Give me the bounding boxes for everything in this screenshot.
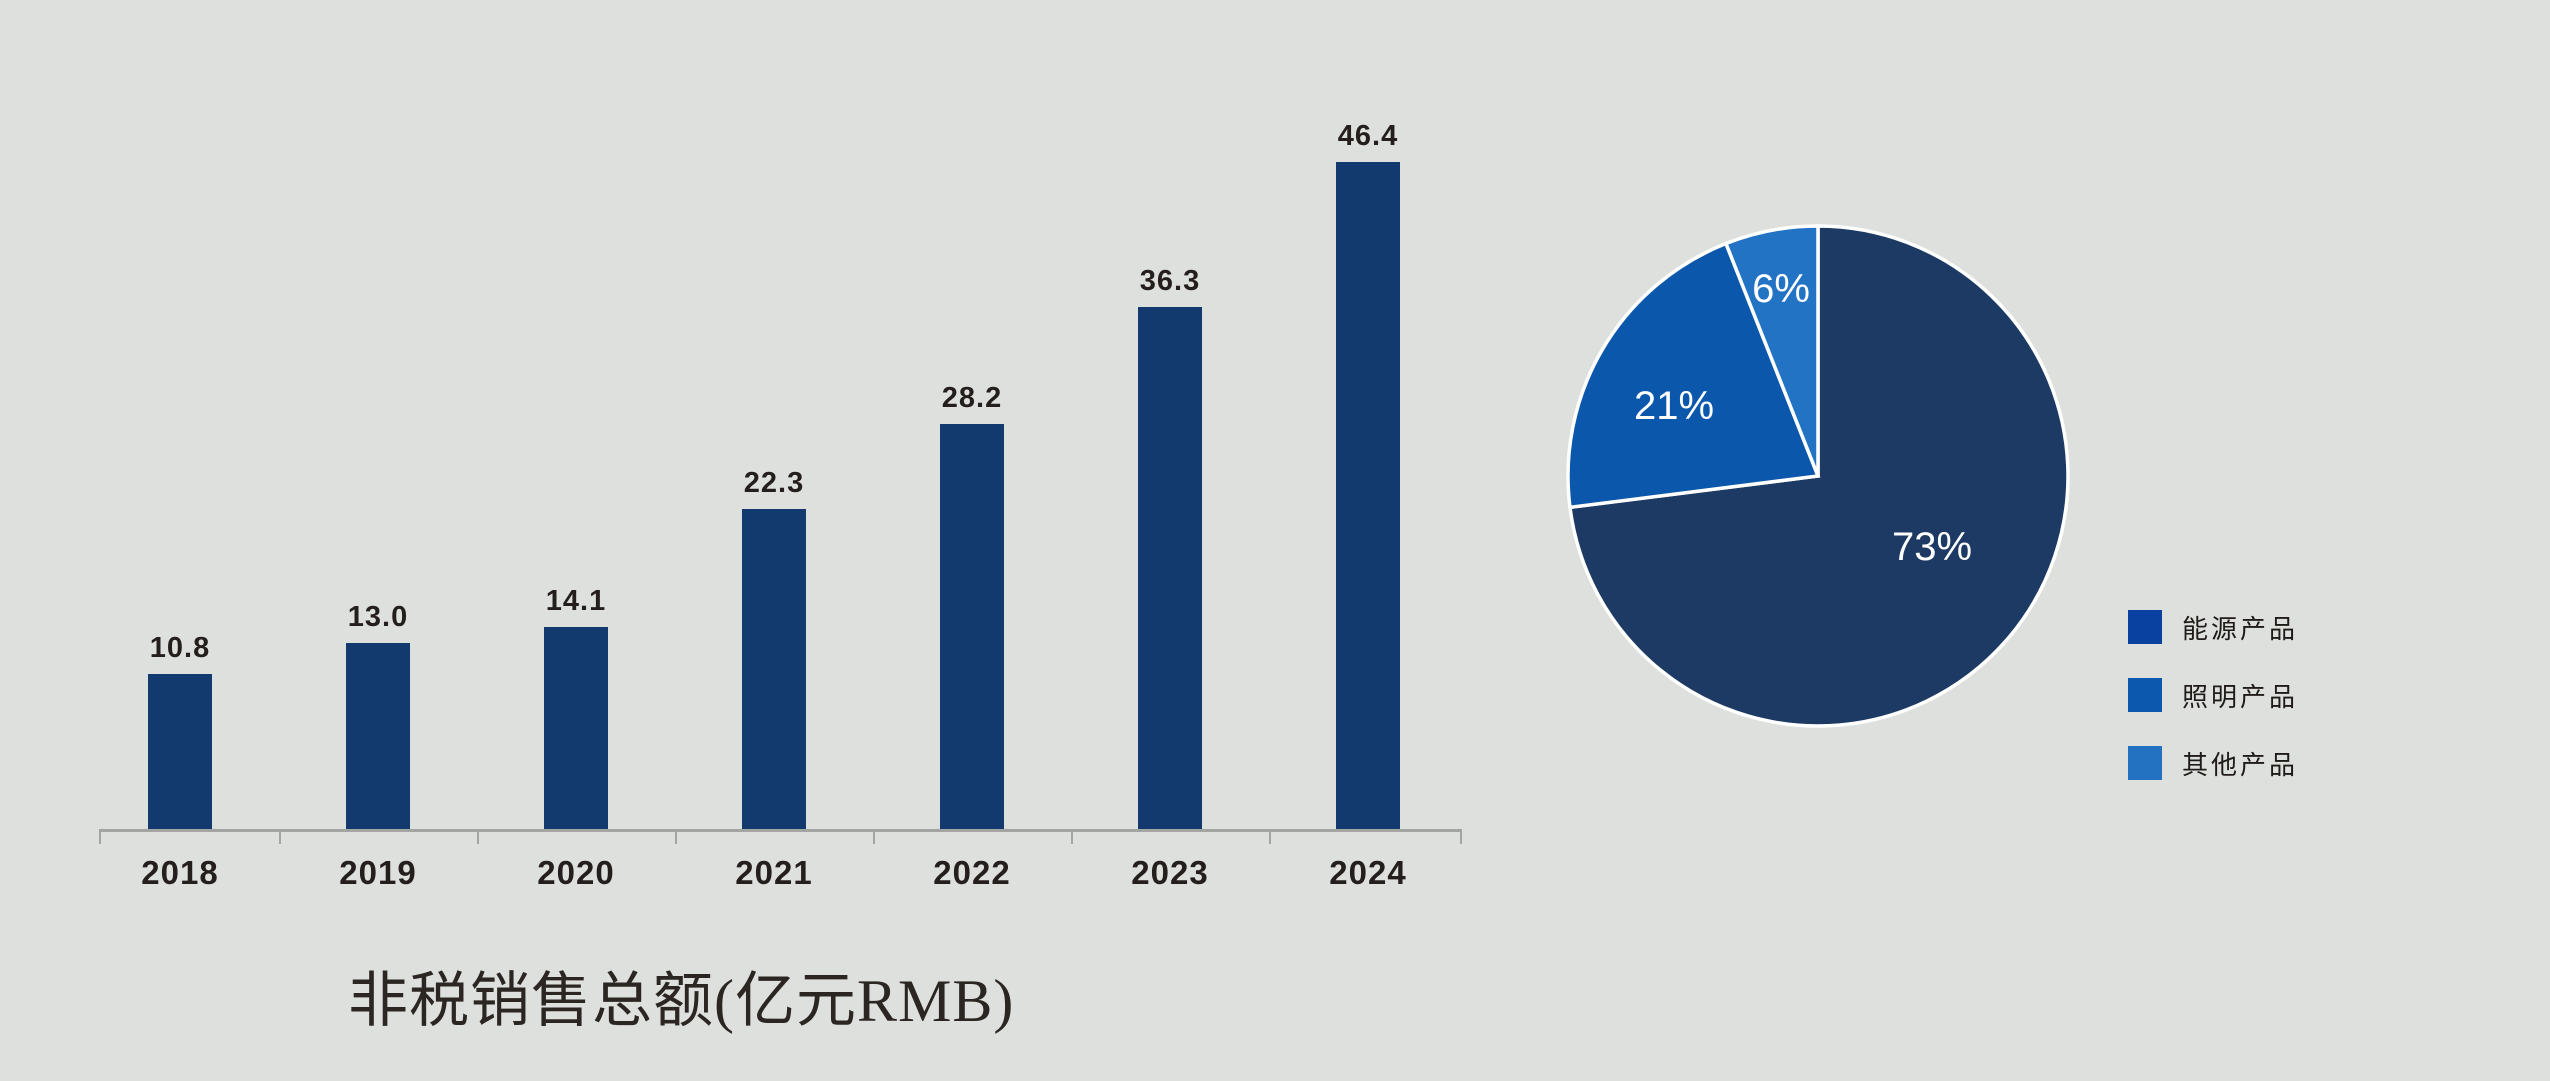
x-axis-tick (675, 830, 677, 844)
x-axis-label-2020: 2020 (537, 854, 615, 891)
pie-slice-label-1: 21% (1633, 384, 1715, 428)
legend-label-1: 照明产品 (2182, 681, 2299, 712)
x-axis-tick (279, 830, 281, 844)
bar-2021 (742, 509, 806, 830)
bar-slot-2021: 22.3 (675, 90, 873, 830)
pie-graphic (1566, 224, 2070, 728)
x-axis-labels: 2018 2019 2020 2021 2022 2023 2024 (81, 854, 1467, 892)
bar-plot-area: 10.8 13.0 14.1 22.3 28.2 36.3 46.4 (81, 90, 1467, 830)
bar-slot-2022: 28.2 (873, 90, 1071, 830)
legend-item-2: 其他产品 (2128, 746, 2298, 780)
legend-item-0: 能源产品 (2128, 610, 2298, 644)
legend-label-0: 能源产品 (2182, 613, 2299, 644)
legend-swatch-2 (2128, 746, 2162, 780)
x-axis-label-2018: 2018 (141, 854, 219, 891)
bar-value-label: 46.4 (1337, 120, 1399, 152)
x-axis-label-2024: 2024 (1329, 854, 1407, 891)
x-axis-tick (99, 830, 101, 844)
x-axis-tick (477, 830, 479, 844)
pie-legend: 能源产品照明产品其他产品 (2128, 610, 2298, 814)
pie-slice-2 (1723, 224, 1820, 477)
x-axis-tick (1071, 830, 1073, 844)
bar-slot-2019: 13.0 (279, 90, 477, 830)
bar-slot-2018: 10.8 (81, 90, 279, 830)
bar-2018 (148, 674, 212, 830)
bar-2022 (940, 424, 1004, 830)
bar-chart-title: 非税销售总额(亿元RMB) (348, 968, 1015, 1034)
legend-label-2: 其他产品 (2182, 749, 2299, 780)
bar-value-label: 10.8 (149, 632, 211, 664)
legend-swatch-0 (2128, 610, 2162, 644)
x-axis-label-2019: 2019 (339, 854, 417, 891)
pie-slice-label-2: 6% (1752, 267, 1810, 311)
bar-value-label: 14.1 (545, 585, 607, 617)
x-axis-label-2023: 2023 (1131, 854, 1209, 891)
bar-slot-2023: 36.3 (1071, 90, 1269, 830)
legend-item-1: 照明产品 (2128, 678, 2298, 712)
x-axis-tick (1269, 830, 1271, 844)
x-axis-line (99, 829, 1462, 832)
bar-slot-2020: 14.1 (477, 90, 675, 830)
legend-swatch-1 (2128, 678, 2162, 712)
x-axis-tick (873, 830, 875, 844)
bar-2024 (1336, 162, 1400, 830)
pie-slice-label-0: 73% (1891, 525, 1973, 569)
bar-value-label: 13.0 (347, 601, 409, 633)
pie-slice-1 (1566, 241, 1821, 510)
x-axis-label-2021: 2021 (735, 854, 813, 891)
x-axis-tick (1460, 830, 1462, 844)
x-axis-label-2022: 2022 (933, 854, 1011, 891)
bar-value-label: 36.3 (1139, 265, 1201, 297)
bar-2019 (346, 643, 410, 830)
bar-value-label: 22.3 (743, 467, 805, 499)
bar-2023 (1138, 307, 1202, 830)
bar-2020 (544, 627, 608, 830)
bar-slot-2024: 46.4 (1269, 90, 1467, 830)
bar-value-label: 28.2 (941, 382, 1003, 414)
